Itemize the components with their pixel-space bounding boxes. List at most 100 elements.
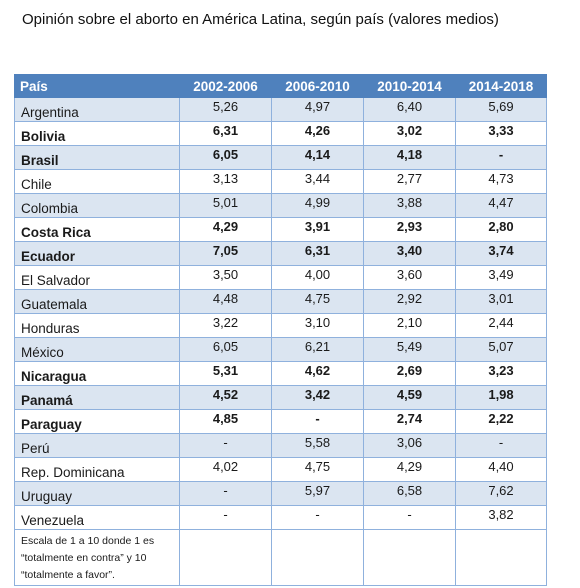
- table-row: Colombia 5,01 4,99 3,88 4,47: [14, 193, 547, 218]
- value-cell: 5,07: [455, 337, 547, 362]
- value-cell: 3,33: [455, 121, 547, 146]
- value-cell: 4,14: [271, 145, 364, 170]
- value-cell: 2,77: [363, 169, 456, 194]
- page-title: Opinión sobre el aborto en América Latin…: [22, 11, 499, 28]
- empty-cell: [271, 529, 364, 586]
- table-row: Argentina 5,26 4,97 6,40 5,69: [14, 97, 547, 122]
- table-body: Argentina 5,26 4,97 6,40 5,69 Bolivia 6,31 4,26…: [14, 97, 547, 586]
- table-note: Escala de 1 a 10 donde 1 es “totalmente …: [14, 529, 180, 586]
- country-cell: Perú: [14, 433, 180, 458]
- value-cell: 5,69: [455, 97, 547, 122]
- value-cell: 4,73: [455, 169, 547, 194]
- value-cell: 2,93: [363, 217, 456, 242]
- value-cell: -: [271, 409, 364, 434]
- table-row: Brasil 6,05 4,14 4,18-: [14, 145, 547, 170]
- value-cell: 7,62: [455, 481, 547, 506]
- header-period-3: 2010-2014: [363, 74, 456, 98]
- value-cell: 4,40: [455, 457, 547, 482]
- value-cell: 2,22: [455, 409, 547, 434]
- value-cell: 3,60: [363, 265, 456, 290]
- value-cell: 4,75: [271, 289, 364, 314]
- value-cell: 3,74: [455, 241, 547, 266]
- value-cell: -: [179, 505, 272, 530]
- value-cell: 4,02: [179, 457, 272, 482]
- data-table-container: País 2002-2006 2006-2010 2010-2014 2014-…: [14, 74, 547, 586]
- value-cell: 6,05: [179, 145, 272, 170]
- data-table: País 2002-2006 2006-2010 2010-2014 2014-…: [14, 74, 547, 586]
- table-row: Perú -5,58 3,06-: [14, 433, 547, 458]
- country-cell: Bolivia: [14, 121, 180, 146]
- table-row: Chile 3,13 3,44 2,77 4,73: [14, 169, 547, 194]
- country-cell: Brasil: [14, 145, 180, 170]
- country-cell: El Salvador: [14, 265, 180, 290]
- header-period-2: 2006-2010: [271, 74, 364, 98]
- value-cell: 4,47: [455, 193, 547, 218]
- value-cell: 6,58: [363, 481, 456, 506]
- value-cell: 6,05: [179, 337, 272, 362]
- value-cell: 3,88: [363, 193, 456, 218]
- value-cell: 4,52: [179, 385, 272, 410]
- value-cell: 4,00: [271, 265, 364, 290]
- country-cell: Nicaragua: [14, 361, 180, 386]
- empty-cell: [363, 529, 456, 586]
- header-country: País: [14, 74, 180, 98]
- country-cell: Panamá: [14, 385, 180, 410]
- value-cell: 4,97: [271, 97, 364, 122]
- value-cell: 7,05: [179, 241, 272, 266]
- country-cell: Uruguay: [14, 481, 180, 506]
- header-period-4: 2014-2018: [455, 74, 547, 98]
- value-cell: 2,10: [363, 313, 456, 338]
- value-cell: 3,49: [455, 265, 547, 290]
- value-cell: -: [271, 505, 364, 530]
- value-cell: 3,23: [455, 361, 547, 386]
- table-header-row: País 2002-2006 2006-2010 2010-2014 2014-…: [14, 74, 547, 98]
- table-row: Panamá 4,52 3,42 4,59 1,98: [14, 385, 547, 410]
- value-cell: 4,26: [271, 121, 364, 146]
- value-cell: 4,29: [179, 217, 272, 242]
- value-cell: 5,26: [179, 97, 272, 122]
- value-cell: 2,44: [455, 313, 547, 338]
- value-cell: 3,42: [271, 385, 364, 410]
- value-cell: 3,13: [179, 169, 272, 194]
- value-cell: 6,31: [179, 121, 272, 146]
- table-row: Honduras 3,22 3,10 2,10 2,44: [14, 313, 547, 338]
- value-cell: 6,31: [271, 241, 364, 266]
- value-cell: 4,18: [363, 145, 456, 170]
- country-cell: Rep. Dominicana: [14, 457, 180, 482]
- value-cell: 6,40: [363, 97, 456, 122]
- value-cell: 5,01: [179, 193, 272, 218]
- value-cell: 3,50: [179, 265, 272, 290]
- value-cell: 3,44: [271, 169, 364, 194]
- table-row: México 6,05 6,21 5,49 5,07: [14, 337, 547, 362]
- value-cell: 4,62: [271, 361, 364, 386]
- country-cell: Argentina: [14, 97, 180, 122]
- country-cell: Colombia: [14, 193, 180, 218]
- value-cell: 4,59: [363, 385, 456, 410]
- table-row: El Salvador 3,50 4,00 3,60 3,49: [14, 265, 547, 290]
- value-cell: 3,01: [455, 289, 547, 314]
- table-row: Costa Rica 4,29 3,91 2,93 2,80: [14, 217, 547, 242]
- value-cell: 6,21: [271, 337, 364, 362]
- country-cell: Guatemala: [14, 289, 180, 314]
- country-cell: Ecuador: [14, 241, 180, 266]
- value-cell: 4,75: [271, 457, 364, 482]
- table-row: Guatemala 4,48 4,75 2,92 3,01: [14, 289, 547, 314]
- value-cell: 3,40: [363, 241, 456, 266]
- value-cell: 4,29: [363, 457, 456, 482]
- value-cell: 4,48: [179, 289, 272, 314]
- value-cell: 4,99: [271, 193, 364, 218]
- header-period-1: 2002-2006: [179, 74, 272, 98]
- value-cell: 1,98: [455, 385, 547, 410]
- value-cell: 5,97: [271, 481, 364, 506]
- table-row: Venezuela - - -3,82: [14, 505, 547, 530]
- table-note-row: Escala de 1 a 10 donde 1 es “totalmente …: [14, 529, 547, 586]
- country-cell: Chile: [14, 169, 180, 194]
- value-cell: 5,31: [179, 361, 272, 386]
- value-cell: -: [179, 481, 272, 506]
- empty-cell: [179, 529, 272, 586]
- value-cell: -: [363, 505, 456, 530]
- value-cell: 2,74: [363, 409, 456, 434]
- value-cell: 3,02: [363, 121, 456, 146]
- country-cell: Paraguay: [14, 409, 180, 434]
- value-cell: -: [179, 433, 272, 458]
